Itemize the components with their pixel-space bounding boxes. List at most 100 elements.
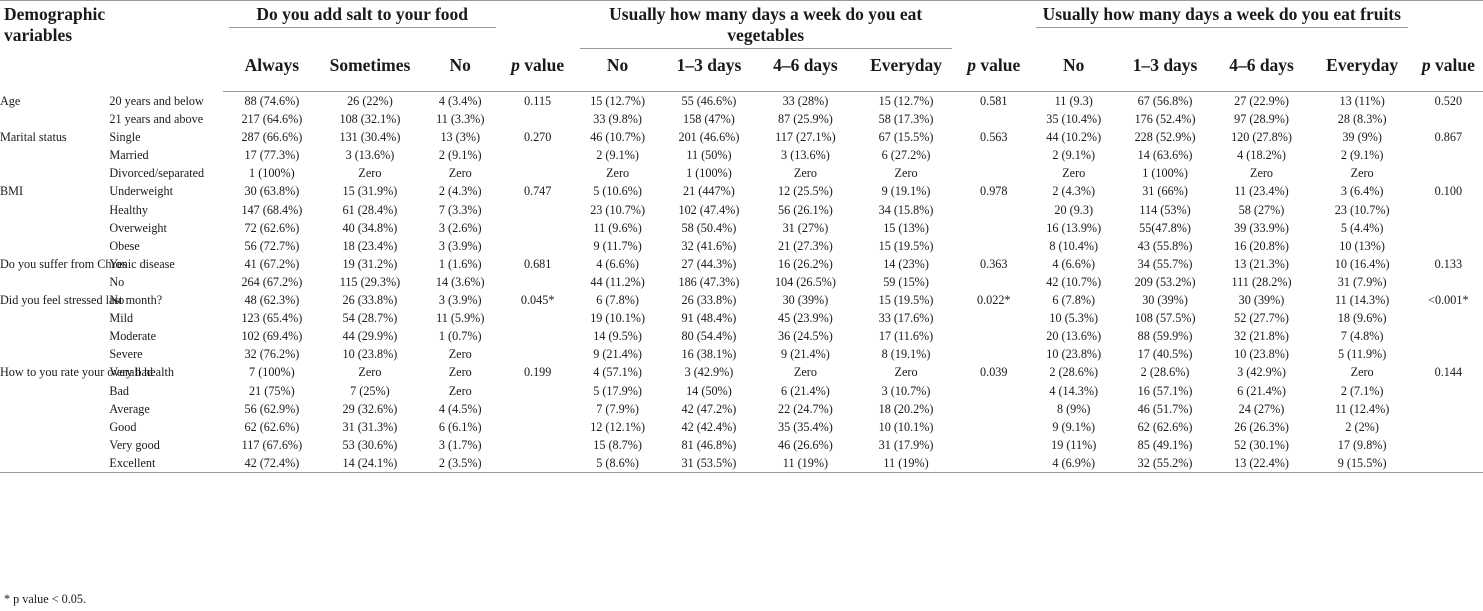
table-cell: 115 (29.3%)	[339, 274, 401, 289]
table-cell: 3 (6.4%)	[1340, 184, 1384, 199]
table-cell: 3 (3.9%)	[438, 293, 482, 308]
table-body: Age 20 years and below 88 (74.6%) 26 (22%) 4…	[0, 92, 1483, 473]
table-cell: 21 (75%)	[249, 383, 295, 398]
table-cell: 3 (13.6%)	[345, 148, 395, 163]
table-cell: 11 (9.3)	[1054, 94, 1093, 108]
table-cell: 32 (21.8%)	[1234, 329, 1289, 344]
table-cell: 4 (14.3%)	[1049, 383, 1099, 398]
table-cell: 13 (22.4%)	[1212, 453, 1311, 473]
table-cell: 4 (6.9%)	[1029, 453, 1118, 473]
category-label: Divorced/separated	[109, 166, 205, 181]
p-value-cell: 0.867	[1434, 130, 1463, 145]
col-header: Everyday	[854, 49, 958, 92]
p-value-cell	[502, 309, 574, 327]
p-value-header: p value	[501, 49, 574, 92]
table-cell: 33 (9.8%)	[593, 112, 642, 127]
table-cell: Zero	[793, 365, 817, 380]
table-cell: 32 (76.2%)	[244, 347, 300, 362]
variable-label	[0, 327, 109, 345]
results-table: Demographic variables Do you add salt to…	[0, 0, 1483, 473]
p-value-cell	[957, 453, 1030, 473]
table-cell: 18 (23.4%)	[342, 238, 398, 253]
category-label: 21 years and above	[109, 112, 204, 127]
table-cell: 11 (9.6%)	[593, 220, 642, 235]
table-cell: Zero	[1062, 166, 1086, 181]
header-row-groups: Demographic variables Do you add salt to…	[0, 0, 1483, 92]
table-cell: 24 (27%)	[1238, 401, 1285, 416]
table-cell: 131 (30.4%)	[339, 130, 401, 145]
p-value-cell	[501, 453, 574, 473]
table-cell: 33 (28%)	[782, 94, 829, 108]
table-cell: 5 (10.6%)	[593, 184, 642, 199]
table-cell: 36 (24.5%)	[778, 329, 833, 344]
p-value-cell	[502, 237, 574, 255]
table-cell: 123 (65.4%)	[241, 311, 303, 326]
variable-label: Age	[0, 93, 21, 108]
table-cell: 32 (41.6%)	[681, 238, 737, 253]
col-header: Everyday	[1310, 49, 1414, 92]
table-cell: 2 (4.3%)	[1052, 184, 1096, 199]
table-cell: 147 (68.4%)	[241, 202, 303, 217]
table-cell: 58 (50.4%)	[681, 220, 737, 235]
table-cell: 11 (23.4%)	[1234, 184, 1289, 199]
category-label: Obese	[109, 238, 140, 253]
p-value-cell	[1414, 146, 1483, 164]
table-row: Moderate 102 (69.4%) 44 (29.9%) 1 (0.7%) 14 …	[0, 327, 1483, 345]
category-label: Very good	[109, 437, 160, 452]
p-value-cell	[958, 345, 1030, 363]
table-cell: 2 (28.6%)	[1049, 365, 1099, 380]
table-cell: 287 (66.6%)	[241, 130, 303, 145]
p-value-cell: 0.563	[980, 130, 1008, 145]
table-cell: 48 (62.3%)	[244, 293, 300, 308]
category-label: Married	[109, 148, 149, 163]
p-value-cell	[1414, 201, 1483, 219]
table-cell: 3 (2.6%)	[438, 220, 482, 235]
p-value-cell: 0.581	[980, 94, 1008, 108]
p-value-cell	[502, 382, 574, 400]
category-label: Single	[109, 130, 141, 145]
p-value-cell	[1414, 327, 1483, 345]
table-cell: 201 (46.6%)	[678, 130, 740, 145]
table-cell: 20 (9.3)	[1054, 202, 1094, 217]
footnote: * p value < 0.05.	[4, 592, 87, 606]
table-cell: 4 (6.6%)	[1052, 256, 1096, 271]
table-cell: 228 (52.9%)	[1134, 130, 1196, 145]
table-cell: 176 (52.4%)	[1134, 112, 1196, 127]
table-cell: 6 (6.1%)	[438, 419, 482, 434]
table-cell: 31 (17.9%)	[878, 437, 934, 452]
category-label: Moderate	[109, 329, 157, 344]
table-cell: 15 (19.5%)	[878, 238, 934, 253]
table-cell: 55 (46.6%)	[681, 94, 737, 108]
table-cell: 19 (10.1%)	[590, 311, 646, 326]
variable-label	[0, 110, 109, 128]
table-cell: 4 (18.2%)	[1237, 148, 1286, 163]
table-cell: 9 (19.1%)	[881, 184, 931, 199]
p-value-cell: 0.039	[980, 365, 1008, 380]
table-cell: 44 (10.2%)	[1046, 130, 1102, 145]
p-value-cell: 0.022*	[977, 293, 1011, 308]
table-cell: 30 (63.8%)	[244, 184, 300, 199]
p-value-cell: 0.270	[523, 130, 552, 145]
table-cell: 29 (32.6%)	[342, 401, 398, 416]
table-cell: 8 (19.1%)	[881, 347, 931, 362]
p-value-cell	[1414, 110, 1483, 128]
table-cell: 53 (30.6%)	[342, 437, 398, 452]
p-value-cell	[502, 219, 574, 237]
table-cell: 10 (10.1%)	[878, 419, 934, 434]
variable-label	[0, 201, 109, 219]
table-cell: 9 (11.7%)	[593, 238, 642, 253]
table-cell: 62 (62.6%)	[1137, 419, 1193, 434]
table-cell: 97 (28.9%)	[1234, 112, 1289, 127]
table-cell: 17 (11.6%)	[878, 329, 934, 344]
table-cell: 5 (17.9%)	[593, 383, 642, 398]
table-cell: 22 (24.7%)	[778, 401, 833, 416]
p-value-cell	[1414, 273, 1483, 291]
table-cell: 26 (22%)	[347, 94, 393, 108]
table-cell: 6 (7.8%)	[1052, 293, 1096, 308]
table-cell: 88 (74.6%)	[244, 94, 300, 108]
table-cell: 186 (47.3%)	[678, 274, 740, 289]
table-cell: 42 (10.7%)	[1046, 274, 1102, 289]
p-value-cell	[1414, 400, 1483, 418]
p-value-cell: 0.520	[1434, 94, 1463, 108]
table-cell: 6 (21.4%)	[781, 383, 830, 398]
